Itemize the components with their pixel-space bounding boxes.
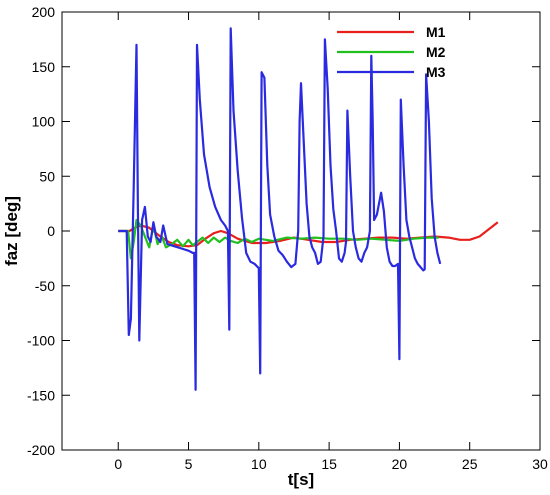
legend: M1 M2 M3 xyxy=(337,24,446,80)
x-axis-ticks: 0 5 10 15 20 25 30 xyxy=(114,12,548,472)
x-tick-label: 15 xyxy=(321,456,337,472)
legend-label-m3: M3 xyxy=(426,64,446,80)
x-tick-label: 10 xyxy=(251,456,267,472)
legend-label-m2: M2 xyxy=(426,44,446,60)
y-axis-ticks: -200 -150 -100 -50 0 50 100 150 200 xyxy=(27,4,540,458)
y-tick-label: -200 xyxy=(27,442,55,458)
x-tick-label: 25 xyxy=(462,456,478,472)
y-tick-label: -150 xyxy=(27,387,55,403)
y-tick-label: -100 xyxy=(27,333,55,349)
y-axis-title: faz [deg] xyxy=(2,196,21,266)
legend-label-m1: M1 xyxy=(426,24,446,40)
x-tick-label: 30 xyxy=(532,456,548,472)
x-axis-title: t[s] xyxy=(288,470,314,489)
y-tick-label: 100 xyxy=(32,114,56,130)
y-tick-label: 50 xyxy=(39,168,55,184)
x-tick-label: 20 xyxy=(392,456,408,472)
y-tick-label: 0 xyxy=(47,223,55,239)
x-tick-label: 0 xyxy=(114,456,122,472)
series-line-m2 xyxy=(118,218,439,260)
series-lines xyxy=(118,27,499,391)
x-tick-label: 5 xyxy=(185,456,193,472)
y-tick-label: 150 xyxy=(32,59,56,75)
y-tick-label: -50 xyxy=(35,278,55,294)
series-line-m3 xyxy=(118,27,442,391)
y-tick-label: 200 xyxy=(32,4,56,20)
